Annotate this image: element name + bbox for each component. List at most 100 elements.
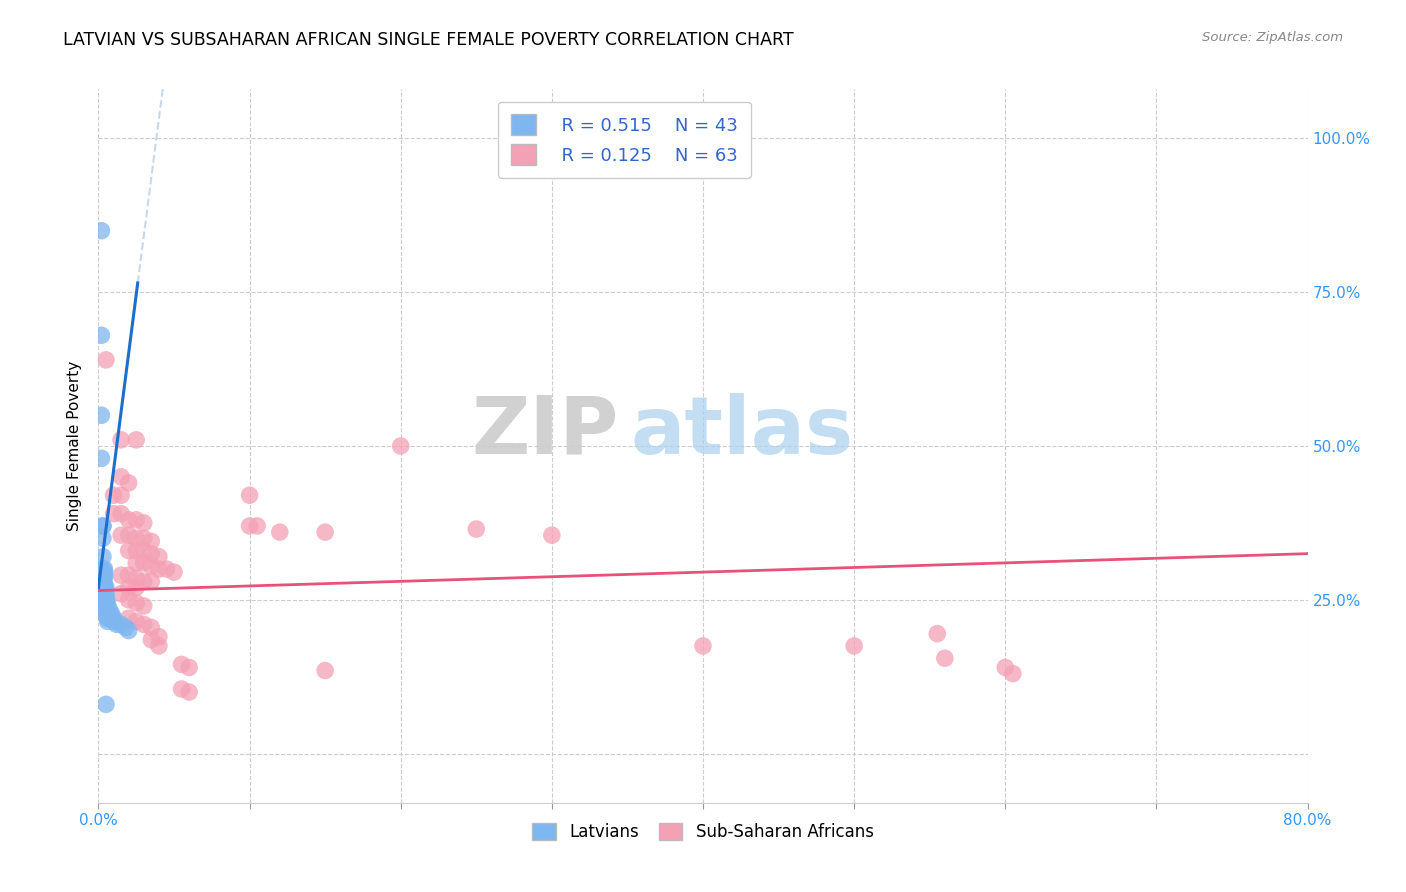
Point	[118, 475, 141, 490]
Point	[90, 451, 112, 466]
Point	[692, 639, 714, 653]
Point	[269, 525, 291, 540]
Point	[155, 562, 177, 576]
Point	[110, 433, 132, 447]
Point	[125, 543, 148, 558]
Point	[103, 507, 125, 521]
Point	[96, 602, 118, 616]
Point	[93, 581, 115, 595]
Point	[246, 519, 269, 533]
Point	[239, 519, 262, 533]
Point	[90, 224, 112, 238]
Point	[94, 587, 117, 601]
Point	[110, 587, 132, 601]
Point	[132, 543, 155, 558]
Point	[93, 562, 115, 576]
Text: LATVIAN VS SUBSAHARAN AFRICAN SINGLE FEMALE POVERTY CORRELATION CHART: LATVIAN VS SUBSAHARAN AFRICAN SINGLE FEM…	[63, 31, 794, 49]
Point	[94, 608, 117, 623]
Text: ZIP: ZIP	[471, 392, 619, 471]
Point	[132, 516, 155, 530]
Point	[93, 565, 115, 579]
Point	[314, 525, 336, 540]
Point	[91, 568, 114, 582]
Point	[125, 571, 148, 585]
Point	[94, 581, 117, 595]
Point	[132, 574, 155, 589]
Point	[118, 592, 141, 607]
Y-axis label: Single Female Poverty: Single Female Poverty	[67, 361, 83, 531]
Point	[93, 583, 115, 598]
Point	[141, 574, 163, 589]
Point	[96, 611, 118, 625]
Point	[141, 620, 163, 634]
Point	[125, 596, 148, 610]
Point	[94, 352, 117, 367]
Point	[148, 549, 170, 564]
Point	[927, 626, 949, 640]
Point	[114, 620, 136, 634]
Point	[125, 556, 148, 570]
Point	[170, 657, 193, 672]
Point	[110, 507, 132, 521]
Legend: Latvians, Sub-Saharan Africans: Latvians, Sub-Saharan Africans	[526, 816, 880, 848]
Point	[125, 615, 148, 629]
Point	[132, 617, 155, 632]
Point	[91, 519, 114, 533]
Point	[132, 599, 155, 613]
Point	[148, 639, 170, 653]
Point	[93, 577, 115, 591]
Point	[118, 513, 141, 527]
Point	[90, 328, 112, 343]
Point	[94, 605, 117, 619]
Point	[141, 547, 163, 561]
Point	[148, 562, 170, 576]
Point	[100, 611, 122, 625]
Text: Source: ZipAtlas.com: Source: ZipAtlas.com	[1202, 31, 1343, 45]
Point	[93, 587, 115, 601]
Point	[91, 562, 114, 576]
Point	[118, 568, 141, 582]
Point	[103, 611, 125, 625]
Point	[163, 565, 186, 579]
Point	[94, 599, 117, 613]
Point	[96, 596, 118, 610]
Point	[314, 664, 336, 678]
Point	[94, 590, 117, 604]
Point	[170, 681, 193, 696]
Text: atlas: atlas	[630, 392, 853, 471]
Point	[141, 534, 163, 549]
Point	[179, 685, 201, 699]
Point	[93, 590, 115, 604]
Point	[125, 513, 148, 527]
Point	[1001, 666, 1024, 681]
Point	[148, 630, 170, 644]
Point	[844, 639, 866, 653]
Point	[110, 488, 132, 502]
Point	[94, 592, 117, 607]
Point	[179, 660, 201, 674]
Point	[100, 605, 122, 619]
Point	[465, 522, 488, 536]
Point	[118, 543, 141, 558]
Point	[132, 531, 155, 545]
Point	[103, 615, 125, 629]
Point	[118, 528, 141, 542]
Point	[96, 615, 118, 629]
Point	[91, 549, 114, 564]
Point	[110, 568, 132, 582]
Point	[132, 556, 155, 570]
Point	[125, 531, 148, 545]
Point	[110, 528, 132, 542]
Point	[994, 660, 1017, 674]
Point	[934, 651, 956, 665]
Point	[125, 433, 148, 447]
Point	[389, 439, 412, 453]
Point	[118, 581, 141, 595]
Point	[93, 571, 115, 585]
Point	[118, 611, 141, 625]
Point	[98, 602, 121, 616]
Point	[91, 531, 114, 545]
Point	[98, 611, 121, 625]
Point	[118, 624, 141, 638]
Point	[239, 488, 262, 502]
